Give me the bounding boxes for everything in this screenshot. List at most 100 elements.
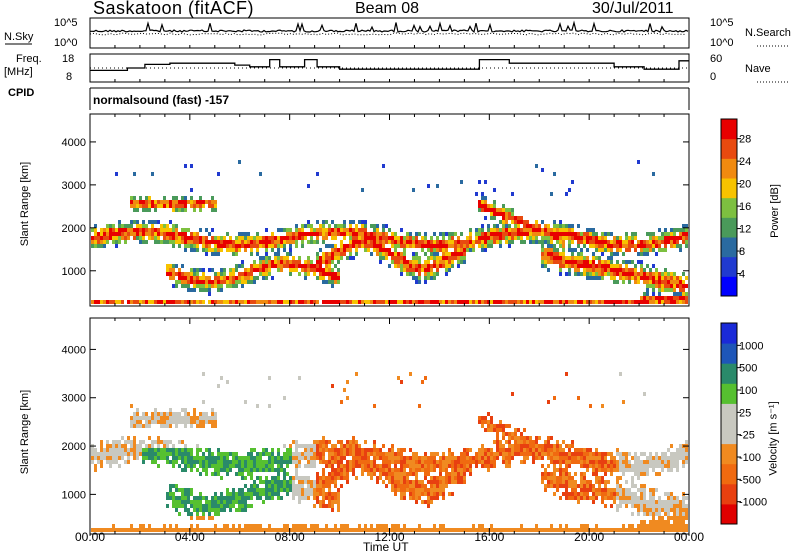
velocity-cell (391, 480, 394, 484)
velocity-cell (223, 464, 226, 468)
power-cell (295, 268, 298, 272)
power-cell (556, 256, 559, 260)
velocity-cell (130, 452, 133, 456)
power-cell (481, 200, 484, 204)
power-cell (520, 232, 523, 236)
power-cell (172, 224, 175, 228)
power-cell (511, 300, 514, 304)
velocity-cell (415, 492, 418, 496)
velocity-cell (460, 476, 463, 480)
power-cell (541, 236, 544, 240)
power-cell (265, 244, 268, 248)
velocity-cell (400, 380, 403, 384)
velocity-cell (271, 448, 274, 452)
velocity-cell (685, 460, 688, 464)
power-cell (673, 292, 676, 296)
velocity-cell (304, 524, 307, 528)
power-cell (199, 300, 202, 304)
velocity-cell (118, 448, 121, 452)
power-cell (451, 244, 454, 248)
velocity-cell (538, 448, 541, 452)
velocity-cell (625, 456, 628, 460)
power-cell (670, 288, 673, 292)
velocity-cell (280, 496, 283, 500)
velocity-cell (658, 464, 661, 468)
power-cell (475, 192, 478, 196)
power-cell (178, 208, 181, 212)
velocity-cell (217, 496, 220, 500)
velocity-cell (637, 464, 640, 468)
power-cell (118, 240, 121, 244)
power-cell (436, 244, 439, 248)
power-cell (286, 232, 289, 236)
power-cell (193, 244, 196, 248)
velocity-cell (361, 472, 364, 476)
power-cell (460, 180, 463, 184)
velocity-cell (208, 508, 211, 512)
power-cell (412, 272, 415, 276)
power-cell (265, 268, 268, 272)
velocity-cell (238, 464, 241, 468)
power-cell (484, 236, 487, 240)
power-cell (532, 240, 535, 244)
power-cell (133, 228, 136, 232)
velocity-cell (652, 492, 655, 496)
power-cell (676, 240, 679, 244)
power-cell (367, 248, 370, 252)
power-cell (205, 236, 208, 240)
velocity-cell (514, 448, 517, 452)
power-cell (229, 244, 232, 248)
power-cell (280, 260, 283, 264)
power-cell (178, 280, 181, 284)
power-cell (118, 228, 121, 232)
power-cell (400, 236, 403, 240)
power-cell (376, 236, 379, 240)
velocity-cell (478, 460, 481, 464)
velocity-cell (178, 500, 181, 504)
power-cell (172, 200, 175, 204)
power-cell (556, 260, 559, 264)
velocity-cell (682, 508, 685, 512)
power-cell (316, 260, 319, 264)
power-cell (544, 228, 547, 232)
power-cell (262, 256, 265, 260)
velocity-cell (490, 456, 493, 460)
velocity-cell (358, 456, 361, 460)
velocity-cell (199, 504, 202, 508)
velocity-cell (460, 480, 463, 484)
velocity-cell (403, 464, 406, 468)
velocity-cell (145, 456, 148, 460)
power-cell (445, 300, 448, 304)
power-cell (418, 244, 421, 248)
velocity-cell (319, 528, 322, 532)
velocity-cell (532, 528, 535, 532)
velocity-cell (253, 468, 256, 472)
power-cell (250, 248, 253, 252)
power-cell (325, 260, 328, 264)
power-cell (427, 260, 430, 264)
velocity-cell (421, 380, 424, 384)
velocity-cell (259, 456, 262, 460)
velocity-cell (136, 416, 139, 420)
velocity-cell (334, 476, 337, 480)
power-cell (607, 240, 610, 244)
velocity-cell (655, 508, 658, 512)
velocity-cell (520, 432, 523, 436)
power-cell (565, 260, 568, 264)
power-cell (622, 260, 625, 264)
power-cell (523, 300, 526, 304)
power-cell (580, 236, 583, 240)
velocity-cell (661, 460, 664, 464)
velocity-cell (583, 452, 586, 456)
velocity-cell (670, 500, 673, 504)
velocity-cell (601, 452, 604, 456)
velocity-cell (376, 464, 379, 468)
velocity-cell (139, 420, 142, 424)
power-cell (136, 224, 139, 228)
power-cell (268, 300, 271, 304)
velocity-cell (484, 460, 487, 464)
power-cell (403, 264, 406, 268)
power-cell (586, 264, 589, 268)
power-cell (409, 264, 412, 268)
power-cell (634, 264, 637, 268)
